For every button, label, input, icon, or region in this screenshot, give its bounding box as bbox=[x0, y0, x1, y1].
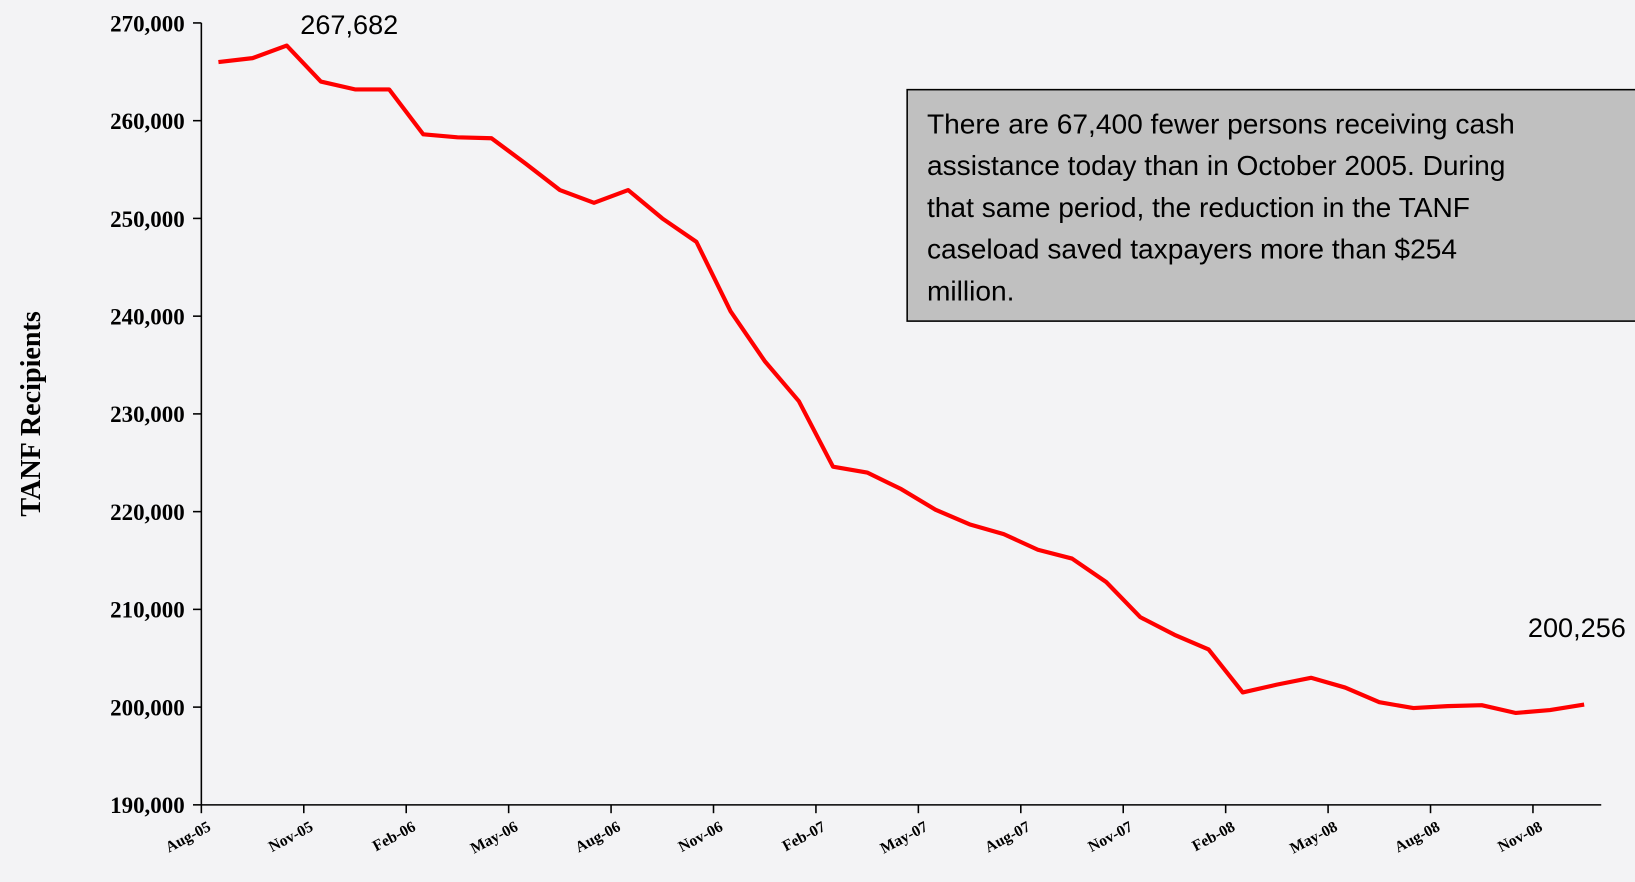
x-tick-label: Feb-07 bbox=[780, 818, 829, 855]
x-tick-label: Nov-08 bbox=[1495, 818, 1545, 856]
y-tick-label: 260,000 bbox=[110, 109, 184, 134]
x-tick-label: Aug-05 bbox=[163, 818, 214, 856]
y-axis-title: TANF Recipients bbox=[16, 311, 47, 516]
line-series bbox=[218, 43, 1585, 716]
x-tick-label: Nov-06 bbox=[676, 818, 726, 856]
annotation-text: assistance today than in October 2005. D… bbox=[927, 150, 1505, 181]
y-tick-label: 230,000 bbox=[110, 402, 184, 427]
x-tick-label: Aug-08 bbox=[1392, 818, 1443, 856]
x-tick-label: May-06 bbox=[468, 818, 521, 857]
data-label: 200,256 bbox=[1528, 612, 1626, 643]
x-tick-label: Aug-07 bbox=[982, 818, 1033, 856]
y-tick-label: 250,000 bbox=[110, 207, 184, 232]
y-tick-label: 190,000 bbox=[110, 793, 184, 818]
x-tick-label: Nov-07 bbox=[1085, 818, 1135, 856]
annotation-box bbox=[906, 88, 1635, 322]
y-tick-label: 270,000 bbox=[110, 11, 184, 36]
x-tick-label: May-08 bbox=[1287, 818, 1340, 857]
annotation-text: There are 67,400 fewer persons receiving… bbox=[927, 108, 1515, 139]
y-tick-label: 220,000 bbox=[110, 500, 184, 525]
annotation-text: that same period, the reduction in the T… bbox=[927, 192, 1470, 223]
x-tick-label: Feb-06 bbox=[370, 818, 419, 855]
x-tick-label: May-07 bbox=[877, 818, 930, 857]
data-label: 267,682 bbox=[300, 9, 398, 40]
x-tick-label: Feb-08 bbox=[1189, 818, 1238, 855]
annotation-text: million. bbox=[927, 275, 1015, 306]
y-tick-label: 200,000 bbox=[110, 695, 184, 720]
x-tick-label: Aug-06 bbox=[572, 818, 623, 856]
y-tick-label: 210,000 bbox=[110, 598, 184, 623]
y-tick-label: 240,000 bbox=[110, 304, 184, 329]
annotation-text: caseload saved taxpayers more than $254 bbox=[927, 234, 1457, 265]
x-tick-label: Nov-05 bbox=[266, 818, 316, 856]
